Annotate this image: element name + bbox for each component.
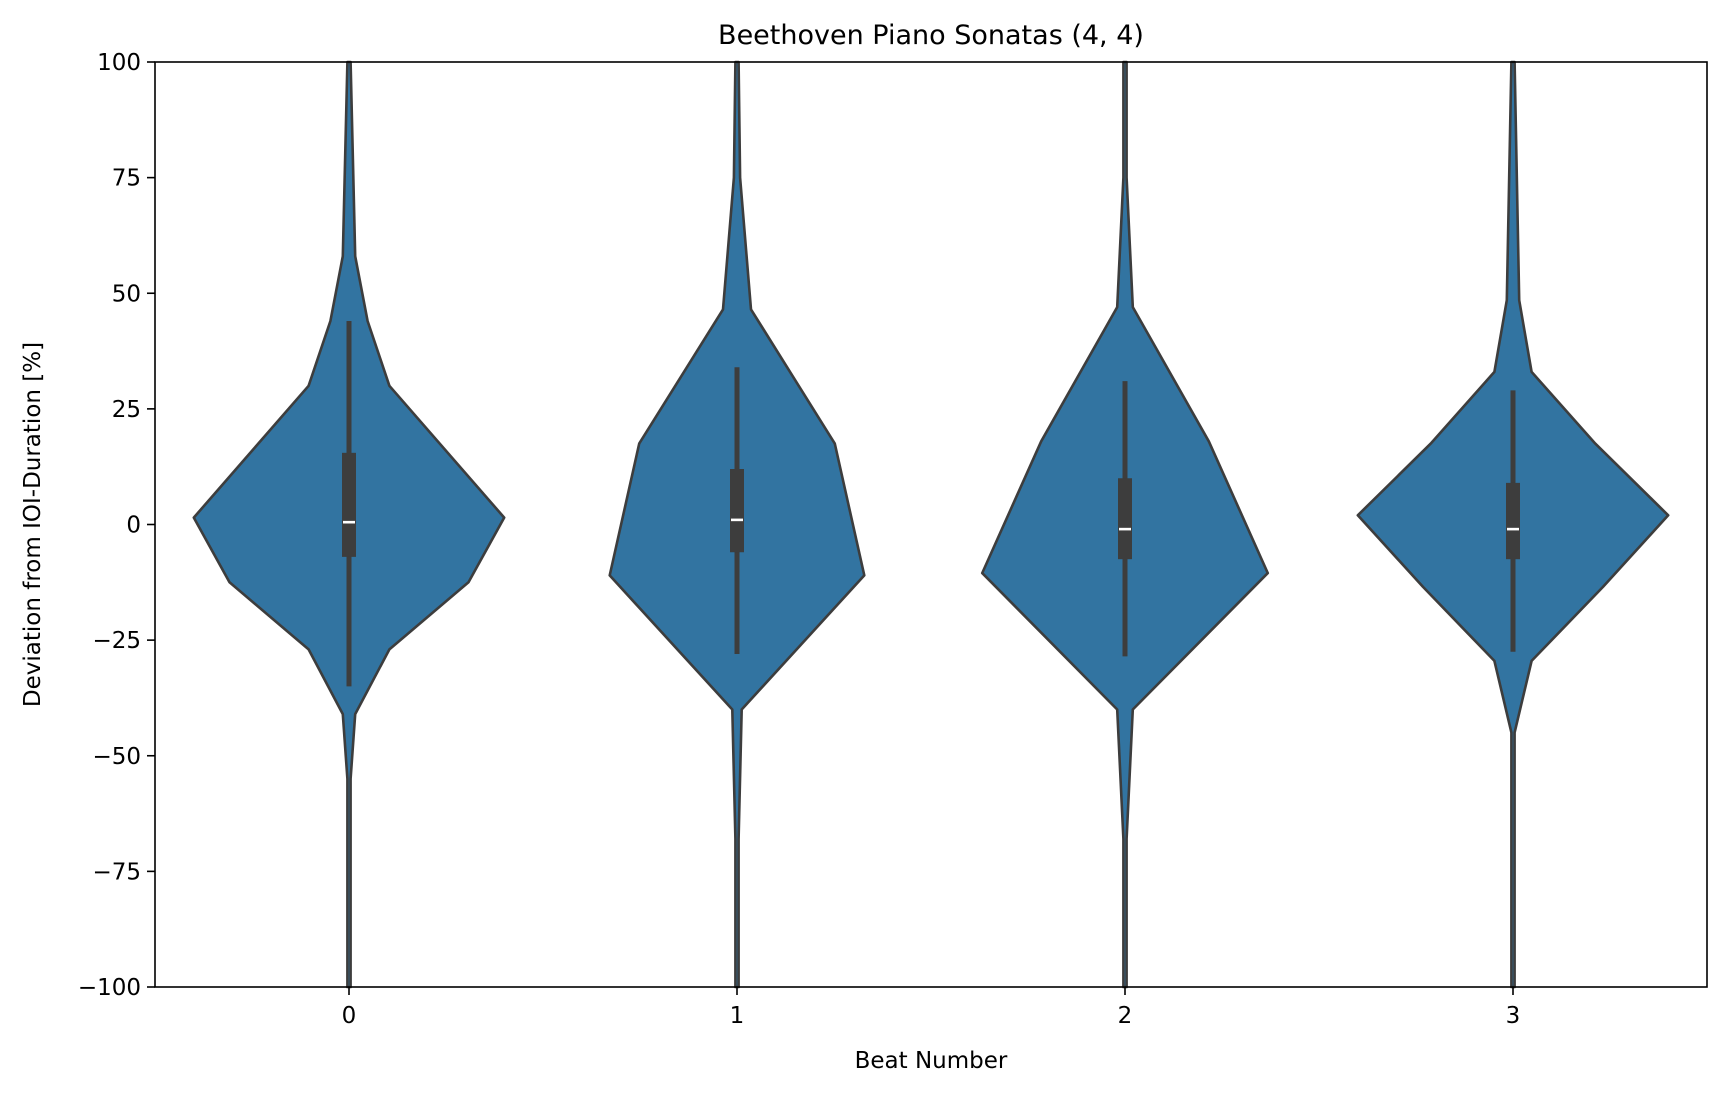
y-tick-label: 50 xyxy=(112,281,141,307)
boxplots-layer xyxy=(342,321,1520,687)
chart-title: Beethoven Piano Sonatas (4, 4) xyxy=(718,20,1144,51)
iqr-box-2 xyxy=(1118,478,1132,560)
y-tick-label: −50 xyxy=(92,744,141,770)
x-tick-label: 0 xyxy=(342,1003,357,1029)
y-tick-label: 100 xyxy=(97,50,141,76)
y-tick-label: 25 xyxy=(112,397,141,423)
y-tick-label: −25 xyxy=(92,628,141,654)
x-tick-label: 3 xyxy=(1506,1003,1521,1029)
x-axis-label: Beat Number xyxy=(855,1048,1008,1074)
x-axis: 0 1 2 3 xyxy=(342,987,1521,1029)
y-tick-label: 0 xyxy=(126,513,141,539)
y-tick-label: 75 xyxy=(112,166,141,192)
y-axis: 100 75 50 25 0 −25 −50 −75 −100 xyxy=(78,50,155,1001)
y-tick-label: −75 xyxy=(92,859,141,885)
y-axis-label: Deviation from IOI-Duration [%] xyxy=(20,342,46,707)
violins-layer xyxy=(192,60,1670,989)
iqr-box-1 xyxy=(730,469,744,553)
x-tick-label: 2 xyxy=(1118,1003,1133,1029)
iqr-box-3 xyxy=(1506,482,1520,560)
iqr-box-0 xyxy=(342,452,356,557)
y-tick-label: −100 xyxy=(78,975,141,1001)
x-tick-label: 1 xyxy=(730,1003,745,1029)
